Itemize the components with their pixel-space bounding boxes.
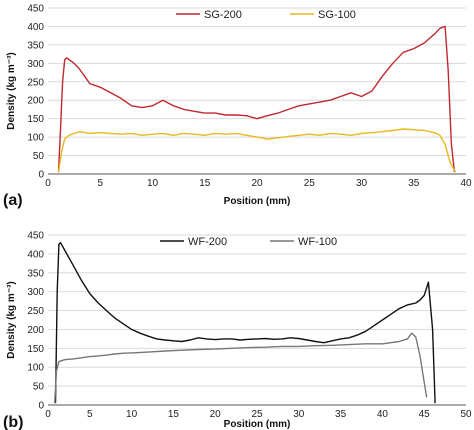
y-tick-label: 250 <box>27 77 44 88</box>
x-tick-label: 5 <box>97 178 103 189</box>
x-tick-label: 15 <box>168 409 180 420</box>
y-tick-label: 450 <box>27 231 44 242</box>
x-tick-label: 35 <box>335 409 347 420</box>
y-tick-label: 250 <box>27 306 44 317</box>
series-line-wf-100 <box>54 332 428 404</box>
y-tick-label: 100 <box>27 363 44 374</box>
y-tick-label: 350 <box>27 40 44 51</box>
y-tick-label: 150 <box>27 114 44 125</box>
y-axis-title: Density (kg m⁻³) <box>6 281 17 359</box>
x-tick-label: 45 <box>419 409 431 420</box>
y-tick-label: 300 <box>27 287 44 298</box>
x-tick-label: 20 <box>251 178 263 189</box>
panel-label: (a) <box>3 192 23 209</box>
x-tick-label: 25 <box>304 178 316 189</box>
legend-label: WF-100 <box>298 236 337 248</box>
x-tick-label: 0 <box>45 178 51 189</box>
series-line-sg-200 <box>57 25 456 173</box>
y-tick-label: 350 <box>27 268 44 279</box>
x-tick-label: 30 <box>293 409 305 420</box>
x-tick-label: 10 <box>126 409 138 420</box>
y-tick-label: 50 <box>33 151 45 162</box>
y-tick-label: 200 <box>27 325 44 336</box>
y-tick-label: 150 <box>27 344 44 355</box>
y-tick-label: 200 <box>27 96 44 107</box>
y-tick-label: 50 <box>33 382 45 393</box>
y-tick-label: 400 <box>27 249 44 260</box>
x-tick-label: 20 <box>210 409 222 420</box>
x-axis-title: Position (mm) <box>224 196 291 207</box>
y-tick-label: 450 <box>27 4 44 15</box>
x-tick-label: 25 <box>251 409 263 420</box>
x-tick-label: 5 <box>87 409 93 420</box>
chart-panel-b: 0 50 100 150 200 250 300 350 400 450 0 5 10 15 20 25 30 3… <box>3 231 472 430</box>
chart-panel-a: 0 50 100 150 200 250 300 350 400 450 0 5 10 15 20 25 30 3… <box>3 4 472 210</box>
y-tick-label: 0 <box>38 170 44 181</box>
y-tick-label: 0 <box>38 401 44 412</box>
y-tick-label: 100 <box>27 133 44 144</box>
y-axis-title: Density (kg m⁻³) <box>6 52 17 130</box>
panel-label: (b) <box>3 414 23 430</box>
legend-label: SG-100 <box>318 9 356 21</box>
y-tick-label: 300 <box>27 59 44 70</box>
legend-label: WF-200 <box>188 236 227 248</box>
legend: SG-200 SG-100 <box>176 9 356 21</box>
x-tick-label: 40 <box>377 409 389 420</box>
x-tick-label: 40 <box>460 178 472 189</box>
legend-label: SG-200 <box>204 9 242 21</box>
x-tick-label: 50 <box>460 409 472 420</box>
x-tick-label: 0 <box>45 409 51 420</box>
x-axis-title: Position (mm) <box>224 419 291 430</box>
legend: WF-200 WF-100 <box>160 236 337 248</box>
x-tick-label: 10 <box>147 178 159 189</box>
x-tick-label: 30 <box>356 178 368 189</box>
series-line-wf-200 <box>54 241 436 404</box>
series-line-sg-100 <box>57 128 457 173</box>
x-tick-label: 35 <box>408 178 420 189</box>
x-tick-label: 15 <box>199 178 211 189</box>
y-tick-label: 400 <box>27 22 44 33</box>
